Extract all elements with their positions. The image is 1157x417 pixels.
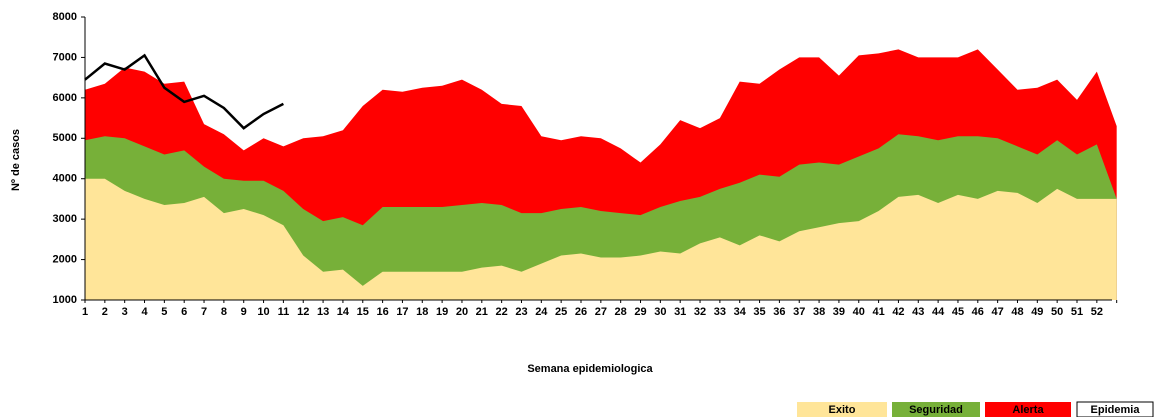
x-tick-label: 46 xyxy=(972,306,984,318)
x-tick-label: 26 xyxy=(575,306,587,318)
x-tick-label: 2 xyxy=(102,306,108,318)
x-tick-label: 47 xyxy=(992,306,1004,318)
x-tick-label: 5 xyxy=(161,306,167,318)
x-tick-label: 44 xyxy=(932,306,945,318)
x-tick-label: 16 xyxy=(376,306,388,318)
x-tick-label: 38 xyxy=(813,306,825,318)
x-tick-label: 45 xyxy=(952,306,964,318)
x-tick-label: 31 xyxy=(674,306,686,318)
x-tick-label: 21 xyxy=(476,306,488,318)
x-tick-label: 24 xyxy=(535,306,548,318)
x-tick-label: 39 xyxy=(833,306,845,318)
x-tick-label: 51 xyxy=(1071,306,1083,318)
x-tick-label: 1 xyxy=(82,306,88,318)
area xyxy=(85,178,1117,300)
x-tick-label: 25 xyxy=(555,306,567,318)
x-tick-label: 32 xyxy=(694,306,706,318)
x-tick-label: 42 xyxy=(892,306,904,318)
x-tick-label: 49 xyxy=(1031,306,1043,318)
y-tick-label: 8000 xyxy=(53,11,77,23)
legend-label: Seguridad xyxy=(909,404,963,416)
x-tick-label: 20 xyxy=(456,306,468,318)
x-tick-label: 30 xyxy=(654,306,666,318)
x-tick-label: 33 xyxy=(714,306,726,318)
legend-label: Alerta xyxy=(1012,404,1044,416)
x-tick-label: 37 xyxy=(793,306,805,318)
x-tick-label: 12 xyxy=(297,306,309,318)
x-tick-label: 19 xyxy=(436,306,448,318)
y-tick-label: 5000 xyxy=(53,132,77,144)
x-tick-label: 41 xyxy=(872,306,884,318)
y-tick-label: 7000 xyxy=(53,51,77,63)
x-tick-label: 3 xyxy=(122,306,128,318)
x-tick-label: 43 xyxy=(912,306,924,318)
legend-swatch xyxy=(1076,401,1154,417)
x-tick-label: 14 xyxy=(337,306,350,318)
x-tick-label: 15 xyxy=(357,306,369,318)
x-tick-label: 9 xyxy=(241,306,247,318)
legend-swatch xyxy=(892,402,980,417)
x-tick-label: 22 xyxy=(496,306,508,318)
y-tick-label: 4000 xyxy=(53,173,77,185)
y-tick-label: 3000 xyxy=(53,213,77,225)
x-tick-label: 29 xyxy=(634,306,646,318)
legend-swatch xyxy=(985,402,1071,417)
x-tick-label: 34 xyxy=(734,306,747,318)
x-tick-label: 27 xyxy=(595,306,607,318)
y-tick-label: 2000 xyxy=(53,253,77,265)
line xyxy=(84,53,284,130)
y-tick-label: 1000 xyxy=(53,294,77,306)
x-tick-label: 17 xyxy=(396,306,408,318)
legend-label: Exito xyxy=(829,404,856,416)
x-tick-label: 52 xyxy=(1091,306,1103,318)
x-tick-label: 7 xyxy=(201,306,207,318)
x-tick-label: 4 xyxy=(141,306,148,318)
x-tick-label: 28 xyxy=(615,306,627,318)
y-tick-label: 6000 xyxy=(53,92,77,104)
y-axis-label: Nº de casos xyxy=(10,129,22,191)
x-tick-label: 48 xyxy=(1011,306,1023,318)
legend-swatch xyxy=(797,402,887,417)
x-tick-label: 35 xyxy=(753,306,765,318)
x-tick-label: 11 xyxy=(278,306,290,318)
legend-label: Epidemia xyxy=(1091,404,1141,416)
x-tick-label: 13 xyxy=(317,306,329,318)
x-tick-label: 40 xyxy=(853,306,865,318)
x-tick-label: 50 xyxy=(1051,306,1063,318)
x-tick-label: 6 xyxy=(181,306,187,318)
x-tick-label: 8 xyxy=(221,306,227,318)
x-tick-label: 10 xyxy=(257,306,269,318)
x-tick-label: 18 xyxy=(416,306,428,318)
x-axis-label: Semana epidemiologica xyxy=(527,363,653,375)
x-tick-label: 36 xyxy=(773,306,785,318)
x-tick-label: 23 xyxy=(515,306,527,318)
